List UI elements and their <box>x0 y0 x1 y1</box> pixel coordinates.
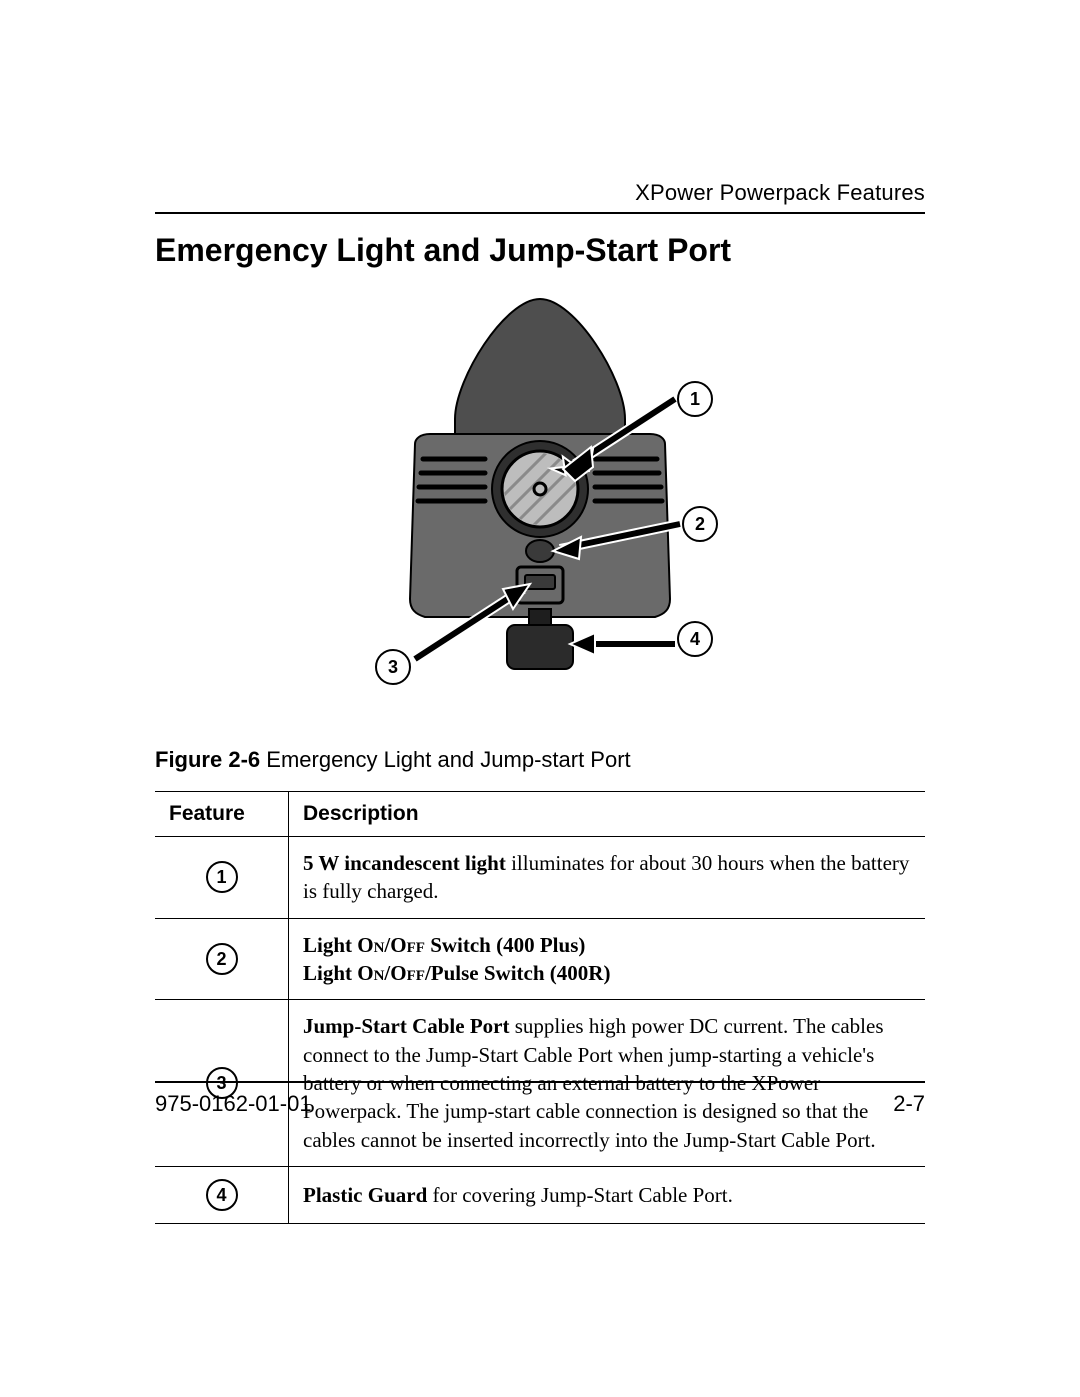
svg-text:4: 4 <box>690 629 700 649</box>
row3-bold: Jump-Start Cable Port <box>303 1014 509 1038</box>
footer-rule <box>155 1081 925 1083</box>
row4-rest: for covering Jump-Start Cable Port. <box>427 1183 733 1207</box>
callout-1: 1 <box>678 382 712 416</box>
table-row: 2 Light On/Off Switch (400 Plus) Light O… <box>155 918 925 1000</box>
header-description: Description <box>289 792 926 837</box>
feature-cell-1: 1 <box>155 837 289 919</box>
header-rule <box>155 212 925 214</box>
figure: 1 2 3 <box>155 289 925 729</box>
table-header-row: Feature Description <box>155 792 925 837</box>
row4-bold: Plastic Guard <box>303 1183 427 1207</box>
callout-2: 2 <box>683 507 717 541</box>
row2-l1-post: Switch (400 Plus) <box>425 933 585 957</box>
footer-doc-number: 975-0162-01-01 <box>155 1091 312 1117</box>
row2-line1: Light On/Off Switch (400 Plus) <box>303 933 585 957</box>
footer-page-number: 2-7 <box>893 1091 925 1117</box>
table-row: 1 5 W incandescent light illuminates for… <box>155 837 925 919</box>
header-feature: Feature <box>155 792 289 837</box>
description-cell-4: Plastic Guard for covering Jump-Start Ca… <box>289 1167 926 1224</box>
description-cell-2: Light On/Off Switch (400 Plus) Light On/… <box>289 918 926 1000</box>
description-cell-1: 5 W incandescent light illuminates for a… <box>289 837 926 919</box>
figure-caption: Figure 2-6 Emergency Light and Jump-star… <box>155 747 925 773</box>
feature-number-1: 1 <box>206 861 238 893</box>
row2-l2-pre: Light <box>303 961 357 985</box>
row2-l1-pre: Light <box>303 933 357 957</box>
row2-l2-sc: On/Off <box>357 961 425 985</box>
row2-l2-post: /Pulse Switch (400R) <box>425 961 611 985</box>
feature-cell-4: 4 <box>155 1167 289 1224</box>
callout-arrow-4 <box>570 633 675 655</box>
jumpstart-port-slot <box>525 575 555 589</box>
svg-text:3: 3 <box>388 657 398 677</box>
svg-text:2: 2 <box>695 514 705 534</box>
callout-4: 4 <box>678 622 712 656</box>
device-illustration: 1 2 3 <box>275 289 805 729</box>
figure-label: Figure 2-6 <box>155 747 260 772</box>
table-row: 4 Plastic Guard for covering Jump-Start … <box>155 1167 925 1224</box>
feature-number-2: 2 <box>206 943 238 975</box>
plastic-guard <box>507 625 573 669</box>
figure-caption-body: Emergency Light and Jump-start Port <box>266 747 630 772</box>
row2-line2: Light On/Off/Pulse Switch (400R) <box>303 961 610 985</box>
feature-number-4: 4 <box>206 1179 238 1211</box>
callout-3: 3 <box>376 650 410 684</box>
feature-table: Feature Description 1 5 W incandescent l… <box>155 791 925 1224</box>
running-header: XPower Powerpack Features <box>155 180 925 206</box>
page: XPower Powerpack Features Emergency Ligh… <box>0 0 1080 1397</box>
page-footer: 975-0162-01-01 2-7 <box>155 1081 925 1117</box>
row2-l1-sc: On/Off <box>357 933 425 957</box>
light-switch <box>526 540 554 562</box>
feature-cell-2: 2 <box>155 918 289 1000</box>
section-title: Emergency Light and Jump-Start Port <box>155 232 925 269</box>
row1-bold: 5 W incandescent light <box>303 851 506 875</box>
svg-text:1: 1 <box>690 389 700 409</box>
